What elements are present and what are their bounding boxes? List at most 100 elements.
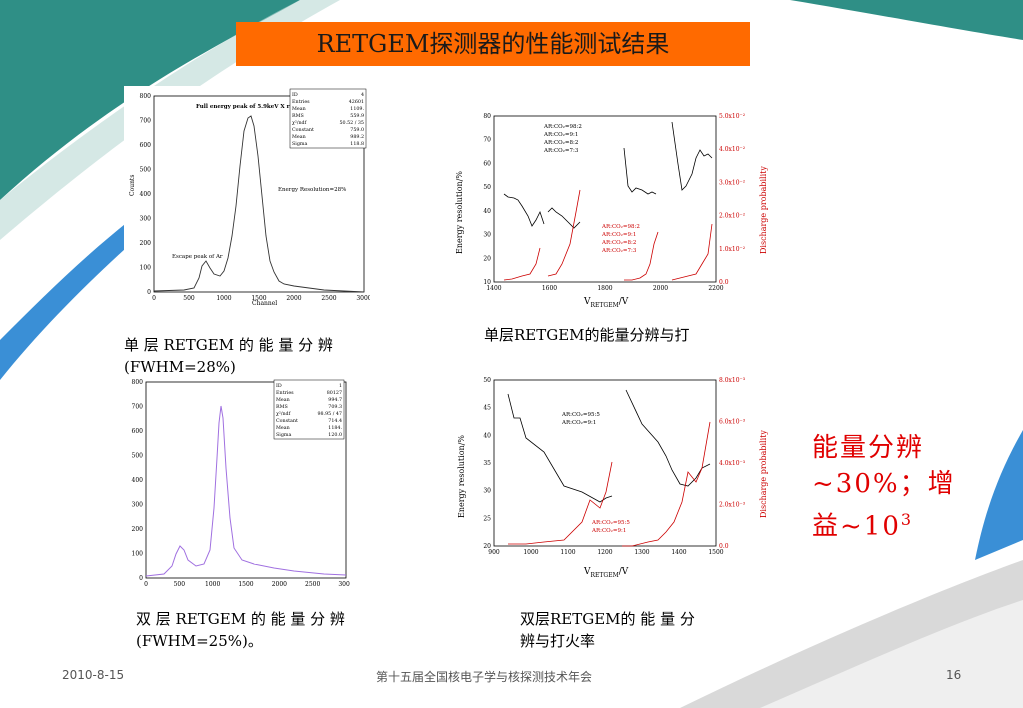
fig3-xtick: 2000 xyxy=(653,285,668,292)
fig4-xtick: 1300 xyxy=(634,549,649,556)
fig2-xtick: 0 xyxy=(144,581,148,588)
fig4-y2tick: 2.0x10⁻³ xyxy=(719,502,746,509)
fig3-xlabel-main: V xyxy=(583,297,591,307)
stats-key: Entries xyxy=(276,390,294,396)
fig3-y2tick: 2.0x10⁻² xyxy=(719,213,746,220)
summary-line3: 益~10 xyxy=(812,511,901,542)
stats-value: 559.9 xyxy=(350,113,364,119)
fig2-xtick: 2000 xyxy=(272,581,287,588)
stats-key: Constant xyxy=(276,418,298,424)
stats-key: Mean xyxy=(276,397,290,403)
fig3-ylabel: Energy resolution/% xyxy=(455,171,464,254)
stats-value: 4 xyxy=(361,92,364,98)
fig4-xtick: 1400 xyxy=(671,549,686,556)
stats-key: Mean xyxy=(292,106,306,112)
fig1-xtick: 500 xyxy=(183,295,195,302)
stats-value: 1109. xyxy=(350,106,364,112)
fig3-legend-red: AR:CO₂=9:1 xyxy=(601,232,636,238)
stats-value: 759.0 xyxy=(350,127,364,133)
fig3-y2tick: 4.0x10⁻² xyxy=(719,146,746,153)
fig1-ytick: 200 xyxy=(140,240,152,247)
stats-key: RMS xyxy=(276,404,288,410)
fig1-ticks: 0 100 200 300 400 500 600 700 800 0 500 1000 1500 200… xyxy=(140,93,370,302)
fig4-xtick: 1000 xyxy=(523,549,538,556)
fig4-ytick: 30 xyxy=(483,488,491,495)
figure-single-layer-spectrum: Full energy peak of 5.9keV X ray Counts … xyxy=(124,86,370,308)
fig1-stats-box: ID 4 Entries 42601 Mean 1109. RMS 559.9 χ²/ndf 50… xyxy=(289,88,367,149)
fig1-title: Full energy peak of 5.9keV X ray xyxy=(196,104,297,110)
fig2-ytick: 400 xyxy=(132,477,144,484)
stats-value: 1 xyxy=(339,383,342,389)
fig3-legend-red: AR:CO₂=7:3 xyxy=(601,248,637,254)
stats-key: RMS xyxy=(292,113,304,119)
fig2-xtick: 2500 xyxy=(305,581,320,588)
caption3-line2: (FWHM=25%)。 xyxy=(136,632,263,650)
fig3-xlabel-unit: /V xyxy=(619,297,629,307)
fig3-legend: AR:CO₂=98:2 AR:CO₂=9:1 AR:CO₂=8:2 AR:CO₂=7:… xyxy=(543,124,640,254)
summary-line3-exponent: 3 xyxy=(900,510,914,529)
caption-double-layer-resolution: 双层RETGEM的 能 量 分 辨与打火率 xyxy=(520,608,750,652)
caption-double-layer-spectrum: 双 层 RETGEM 的 能 量 分 辨 (FWHM=25%)。 xyxy=(136,608,406,652)
fig1-ytick: 300 xyxy=(140,216,152,223)
fig1-ytick: 400 xyxy=(140,191,152,198)
fig3-legend-black: AR:CO₂=7:3 xyxy=(543,148,579,154)
fig4-xlabel-unit: /V xyxy=(619,567,629,577)
stats-value: 80127 xyxy=(327,390,342,396)
caption2-line1: 单层RETGEM的能量分辨与打 xyxy=(484,326,690,344)
stats-key: ID xyxy=(276,383,282,389)
fig4-y2tick: 0.0 xyxy=(719,543,729,550)
stats-value: 1184. xyxy=(328,425,342,431)
figure-single-layer-resolution: Energy resolution/% Discharge probabilit… xyxy=(452,104,780,320)
fig1-xtick: 0 xyxy=(152,295,156,302)
summary-line1: 能量分辨 xyxy=(812,433,925,463)
fig2-ytick: 300 xyxy=(132,502,144,509)
fig4-xtick: 1100 xyxy=(560,549,575,556)
fig4-xtick: 1500 xyxy=(708,549,723,556)
fig1-ylabel: Counts xyxy=(129,175,136,196)
fig3-ytick: 10 xyxy=(483,279,491,286)
fig1-ytick: 500 xyxy=(140,167,152,174)
fig3-xlabel-sub: RETGEM xyxy=(591,302,619,309)
fig1-ytick: 800 xyxy=(140,93,152,100)
fig3-xtick: 1400 xyxy=(486,285,501,292)
stats-value: 98.95 / 47 xyxy=(317,411,342,417)
footer-conference: 第十五届全国核电子学与核探测技术年会 xyxy=(376,670,593,684)
caption4-line1: 双层RETGEM的 能 量 分 xyxy=(520,610,695,628)
fig3-ytick: 20 xyxy=(483,255,491,262)
stats-value: 120.0 xyxy=(328,432,342,438)
fig4-ytick: 40 xyxy=(483,432,491,439)
fig4-y2tick: 8.0x10⁻³ xyxy=(719,377,746,384)
fig2-ytick: 200 xyxy=(132,526,144,533)
fig3-ytick: 70 xyxy=(483,137,491,144)
fig2-ytick: 500 xyxy=(132,453,144,460)
fig1-ytick: 600 xyxy=(140,142,152,149)
fig1-ytick: 700 xyxy=(140,118,152,125)
fig3-y2tick: 5.0x10⁻² xyxy=(719,113,746,120)
fig4-legend-red: AR:CO₂=95:5 xyxy=(591,520,630,526)
caption3-line1: 双 层 RETGEM 的 能 量 分 辨 xyxy=(136,610,345,628)
fig4-xtick: 900 xyxy=(488,549,500,556)
fig3-ytick: 50 xyxy=(483,184,491,191)
fig3-legend-black: AR:CO₂=9:1 xyxy=(543,132,578,138)
fig1-xtick: 2000 xyxy=(286,295,301,302)
fig4-legend-red: AR:CO₂=9:1 xyxy=(591,528,626,534)
stats-key: Sigma xyxy=(276,432,291,438)
svg-text:VRETGEM/V: VRETGEM/V xyxy=(583,297,629,309)
figure-double-layer-resolution: Energy resolution/% Discharge probabilit… xyxy=(452,372,780,582)
stats-key: Mean xyxy=(276,425,290,431)
fig1-ytick: 0 xyxy=(147,289,151,296)
fig3-y2label: Discharge probability xyxy=(759,166,768,254)
stats-key: Entries xyxy=(292,99,310,105)
fig1-xtick: 2500 xyxy=(321,295,336,302)
fig1-annotation-escape: Escape peak of Ar xyxy=(172,254,223,260)
fig3-xtick: 2200 xyxy=(708,285,723,292)
fig4-series xyxy=(507,389,711,547)
caption4-line2: 辨与打火率 xyxy=(520,632,596,650)
footer-date: 2010-8-15 xyxy=(62,668,125,682)
fig3-y2tick: 3.0x10⁻² xyxy=(719,179,746,186)
stats-value: 50.52 / 35 xyxy=(339,120,364,126)
fig3-legend-red: AR:CO₂=8:2 xyxy=(601,240,636,246)
stats-value: 709.3 xyxy=(328,404,342,410)
